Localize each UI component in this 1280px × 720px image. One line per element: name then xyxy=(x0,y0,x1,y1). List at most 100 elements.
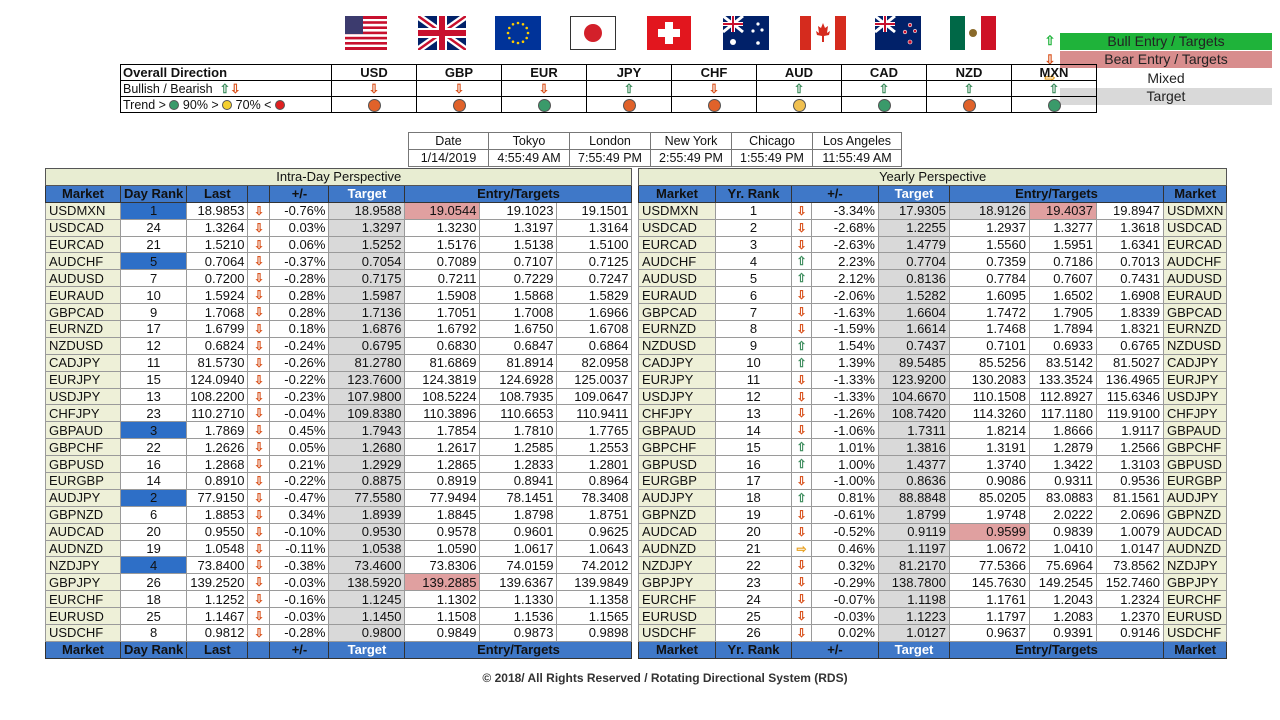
intraday-row[interactable]: GBPJPY 26 139.2520 ⇩ -0.03% 138.5920 139.2885 1… xyxy=(45,573,633,592)
intraday-col-header[interactable]: Last xyxy=(186,640,249,659)
yearly-col-header[interactable]: Target xyxy=(878,640,950,659)
intraday-col-header[interactable]: +/- xyxy=(269,184,330,203)
yearly-col-header[interactable]: Yr. Rank xyxy=(715,640,792,659)
intraday-col-header[interactable]: Entry/Targets xyxy=(404,640,633,659)
yearly-row[interactable]: GBPUSD 16 ⇧ 1.00% 1.4377 1.3740 1.3422 1.3103 GB… xyxy=(638,455,1228,474)
target-cell: 1.1450 xyxy=(328,607,406,626)
yearly-row[interactable]: AUDUSD 5 ⇧ 2.12% 0.8136 0.7784 0.7607 0.7431 AUD… xyxy=(638,269,1228,288)
yearly-row[interactable]: AUDJPY 18 ⇧ 0.81% 88.8848 85.0205 83.0883 81.15… xyxy=(638,488,1228,507)
yearly-row[interactable]: EURCAD 3 ⇩ -2.63% 1.4779 1.5560 1.5951 1.6341 EU… xyxy=(638,235,1228,254)
intraday-col-header[interactable]: Entry/Targets xyxy=(404,184,633,203)
intraday-row[interactable]: AUDNZD 19 1.0548 ⇩ -0.11% 1.0538 1.0590 1.0617 1… xyxy=(45,539,633,558)
bullbear-cell: ⇧ xyxy=(1011,80,1097,97)
intraday-col-header[interactable]: Target xyxy=(328,184,406,203)
direction-cell: ⇩ xyxy=(247,286,271,305)
intraday-row[interactable]: AUDJPY 2 77.9150 ⇩ -0.47% 77.5580 77.9494 78.14… xyxy=(45,488,633,507)
market-cell-right: AUDUSD xyxy=(1162,269,1228,288)
yearly-row[interactable]: GBPCAD 7 ⇩ -1.63% 1.6604 1.7472 1.7905 1.8339 GB… xyxy=(638,303,1228,322)
sideways-arrow-icon: ⇨ xyxy=(796,541,807,556)
intraday-row[interactable]: GBPCAD 9 1.7068 ⇩ 0.28% 1.7136 1.7051 1.7008 1.6… xyxy=(45,303,633,322)
yearly-row[interactable]: EURJPY 11 ⇩ -1.33% 123.9200 130.2083 133.3524 1… xyxy=(638,370,1228,389)
yearly-row[interactable]: EURCHF 24 ⇩ -0.07% 1.1198 1.1761 1.2043 1.2324 E… xyxy=(638,590,1228,609)
intraday-row[interactable]: AUDCAD 20 0.9550 ⇩ -0.10% 0.9530 0.9578 0.9601 0… xyxy=(45,522,633,541)
yearly-col-header[interactable]: +/- xyxy=(791,184,879,203)
intraday-row[interactable]: EURCHF 18 1.1252 ⇩ -0.16% 1.1245 1.1302 1.1330 1… xyxy=(45,590,633,609)
yr-rank-cell: 11 xyxy=(715,370,792,389)
yearly-row[interactable]: GBPAUD 14 ⇩ -1.06% 1.7311 1.8214 1.8666 1.9117 G… xyxy=(638,421,1228,440)
yearly-row[interactable]: CADJPY 10 ⇧ 1.39% 89.5485 85.5256 83.5142 81.50… xyxy=(638,353,1228,372)
yearly-row[interactable]: GBPNZD 19 ⇩ -0.61% 1.8799 1.9748 2.0222 2.0696 G… xyxy=(638,505,1228,524)
yearly-row[interactable]: USDCHF 26 ⇩ 0.02% 1.0127 0.9637 0.9391 0.9146 US… xyxy=(638,624,1228,642)
entry-cell: 0.7211 xyxy=(404,269,481,288)
intraday-row[interactable]: GBPAUD 3 1.7869 ⇩ 0.45% 1.7943 1.7854 1.7810 1.7… xyxy=(45,421,633,440)
yearly-col-header[interactable]: +/- xyxy=(791,640,879,659)
up-arrow-icon: ⇧ xyxy=(796,338,807,353)
intraday-row[interactable]: GBPCHF 22 1.2626 ⇩ 0.05% 1.2680 1.2617 1.2585 1.… xyxy=(45,438,633,457)
change-cell: -1.00% xyxy=(811,472,879,490)
yearly-row[interactable]: AUDNZD 21 ⇨ 0.46% 1.1197 1.0672 1.0410 1.0147 AU… xyxy=(638,539,1228,558)
yearly-col-header[interactable]: Market xyxy=(1162,184,1228,203)
yearly-col-header[interactable]: Yr. Rank xyxy=(715,184,792,203)
intraday-col-header[interactable]: Last xyxy=(186,184,249,203)
yearly-row[interactable]: EURUSD 25 ⇩ -0.03% 1.1223 1.1797 1.2083 1.2370 E… xyxy=(638,607,1228,626)
yearly-row[interactable]: AUDCAD 20 ⇩ -0.52% 0.9119 0.9599 0.9839 1.0079 A… xyxy=(638,522,1228,541)
yearly-col-header[interactable]: Market xyxy=(1162,640,1228,659)
target-cell: 1.1198 xyxy=(878,590,950,609)
yearly-row[interactable]: GBPJPY 23 ⇩ -0.29% 138.7800 145.7630 149.2545 1… xyxy=(638,573,1228,592)
change-cell: -0.61% xyxy=(811,505,879,524)
yearly-col-header[interactable]: Entry/Targets xyxy=(949,184,1164,203)
intraday-row[interactable]: USDJPY 13 108.2200 ⇩ -0.23% 107.9800 108.5224 1… xyxy=(45,387,633,406)
down-arrow-icon: ⇩ xyxy=(253,389,265,404)
intraday-row[interactable]: EURAUD 10 1.5924 ⇩ 0.28% 1.5987 1.5908 1.5868 1.… xyxy=(45,286,633,305)
target-cell: 123.7600 xyxy=(328,370,406,389)
intraday-col-header[interactable] xyxy=(247,640,271,659)
yearly-col-header[interactable]: Market xyxy=(638,184,716,203)
intraday-row[interactable]: GBPUSD 16 1.2868 ⇩ 0.21% 1.2929 1.2865 1.2833 1.… xyxy=(45,455,633,474)
yearly-row[interactable]: GBPCHF 15 ⇧ 1.01% 1.3816 1.3191 1.2879 1.2566 GB… xyxy=(638,438,1228,457)
yearly-col-header[interactable]: Entry/Targets xyxy=(949,640,1164,659)
yearly-row[interactable]: USDMXN 1 ⇩ -3.34% 17.9305 18.9126 19.4037 19.89… xyxy=(638,201,1228,220)
intraday-col-header[interactable] xyxy=(247,184,271,203)
intraday-row[interactable]: EURJPY 15 124.0940 ⇩ -0.22% 123.7600 124.3819 1… xyxy=(45,370,633,389)
intraday-row[interactable]: GBPNZD 6 1.8853 ⇩ 0.34% 1.8939 1.8845 1.8798 1.8… xyxy=(45,505,633,524)
intraday-row[interactable]: USDCHF 8 0.9812 ⇩ -0.28% 0.9800 0.9849 0.9873 0.… xyxy=(45,624,633,642)
intraday-row[interactable]: EURUSD 25 1.1467 ⇩ -0.03% 1.1450 1.1508 1.1536 1… xyxy=(45,607,633,626)
yearly-row[interactable]: CHFJPY 13 ⇩ -1.26% 108.7420 114.3260 117.1180 1… xyxy=(638,404,1228,423)
yearly-col-header[interactable]: Target xyxy=(878,184,950,203)
intraday-row[interactable]: EURCAD 21 1.5210 ⇩ 0.06% 1.5252 1.5176 1.5138 1.… xyxy=(45,235,633,254)
yearly-row[interactable]: EURNZD 8 ⇩ -1.59% 1.6614 1.7468 1.7894 1.8321 EU… xyxy=(638,320,1228,338)
yearly-row[interactable]: AUDCHF 4 ⇧ 2.23% 0.7704 0.7359 0.7186 0.7013 AUD… xyxy=(638,252,1228,271)
intraday-row[interactable]: CADJPY 11 81.5730 ⇩ -0.26% 81.2780 81.6869 81.8… xyxy=(45,353,633,372)
change-cell: -0.52% xyxy=(811,522,879,541)
entry-cell: 1.8845 xyxy=(404,505,481,524)
intraday-row[interactable]: AUDUSD 7 0.7200 ⇩ -0.28% 0.7175 0.7211 0.7229 0.… xyxy=(45,269,633,288)
yearly-col-header[interactable]: Market xyxy=(638,640,716,659)
change-cell: -3.34% xyxy=(811,201,879,220)
entry-cell: 145.7630 xyxy=(949,573,1030,592)
yearly-row[interactable]: NZDUSD 9 ⇧ 1.54% 0.7437 0.7101 0.6933 0.6765 NZD… xyxy=(638,336,1228,355)
intraday-col-header[interactable]: Market xyxy=(45,640,121,659)
entry-cell: 81.6869 xyxy=(404,353,481,372)
yearly-row[interactable]: USDJPY 12 ⇩ -1.33% 104.6670 110.1508 112.8927 1… xyxy=(638,387,1228,406)
intraday-col-header[interactable]: Target xyxy=(328,640,406,659)
intraday-row[interactable]: NZDUSD 12 0.6824 ⇩ -0.24% 0.6795 0.6830 0.6847 0… xyxy=(45,336,633,355)
intraday-col-header[interactable]: Day Rank xyxy=(119,184,188,203)
day-rank-cell: 2 xyxy=(119,488,188,507)
yearly-row[interactable]: USDCAD 2 ⇩ -2.68% 1.2255 1.2937 1.3277 1.3618 US… xyxy=(638,218,1228,237)
trend-dot-icon xyxy=(792,98,806,112)
yr-rank-cell: 5 xyxy=(715,269,792,288)
yearly-row[interactable]: EURGBP 17 ⇩ -1.00% 0.8636 0.9086 0.9311 0.9536 E… xyxy=(638,472,1228,490)
intraday-col-header[interactable]: Day Rank xyxy=(119,640,188,659)
target-1-cell: 1.3277 xyxy=(1029,218,1097,237)
intraday-col-header[interactable]: +/- xyxy=(269,640,330,659)
yearly-row[interactable]: NZDJPY 22 ⇩ 0.32% 81.2170 77.5366 75.6964 73.85… xyxy=(638,556,1228,575)
yearly-row[interactable]: EURAUD 6 ⇩ -2.06% 1.5282 1.6095 1.6502 1.6908 EU… xyxy=(638,286,1228,305)
intraday-row[interactable]: EURNZD 17 1.6799 ⇩ 0.18% 1.6876 1.6792 1.6750 1.… xyxy=(45,320,633,338)
intraday-col-header[interactable]: Market xyxy=(45,184,121,203)
intraday-row[interactable]: NZDJPY 4 73.8400 ⇩ -0.38% 73.4600 73.8306 74.01… xyxy=(45,556,633,575)
intraday-row[interactable]: EURGBP 14 0.8910 ⇩ -0.22% 0.8875 0.8919 0.8941 0… xyxy=(45,472,633,490)
intraday-row[interactable]: CHFJPY 23 110.2710 ⇩ -0.04% 109.8380 110.3896 1… xyxy=(45,404,633,423)
intraday-row[interactable]: USDCAD 24 1.3264 ⇩ 0.03% 1.3297 1.3230 1.3197 1.… xyxy=(45,218,633,237)
intraday-row[interactable]: USDMXN 1 18.9853 ⇩ -0.76% 18.9588 19.0544 19.10… xyxy=(45,201,633,220)
intraday-row[interactable]: AUDCHF 5 0.7064 ⇩ -0.37% 0.7054 0.7089 0.7107 0.… xyxy=(45,252,633,271)
